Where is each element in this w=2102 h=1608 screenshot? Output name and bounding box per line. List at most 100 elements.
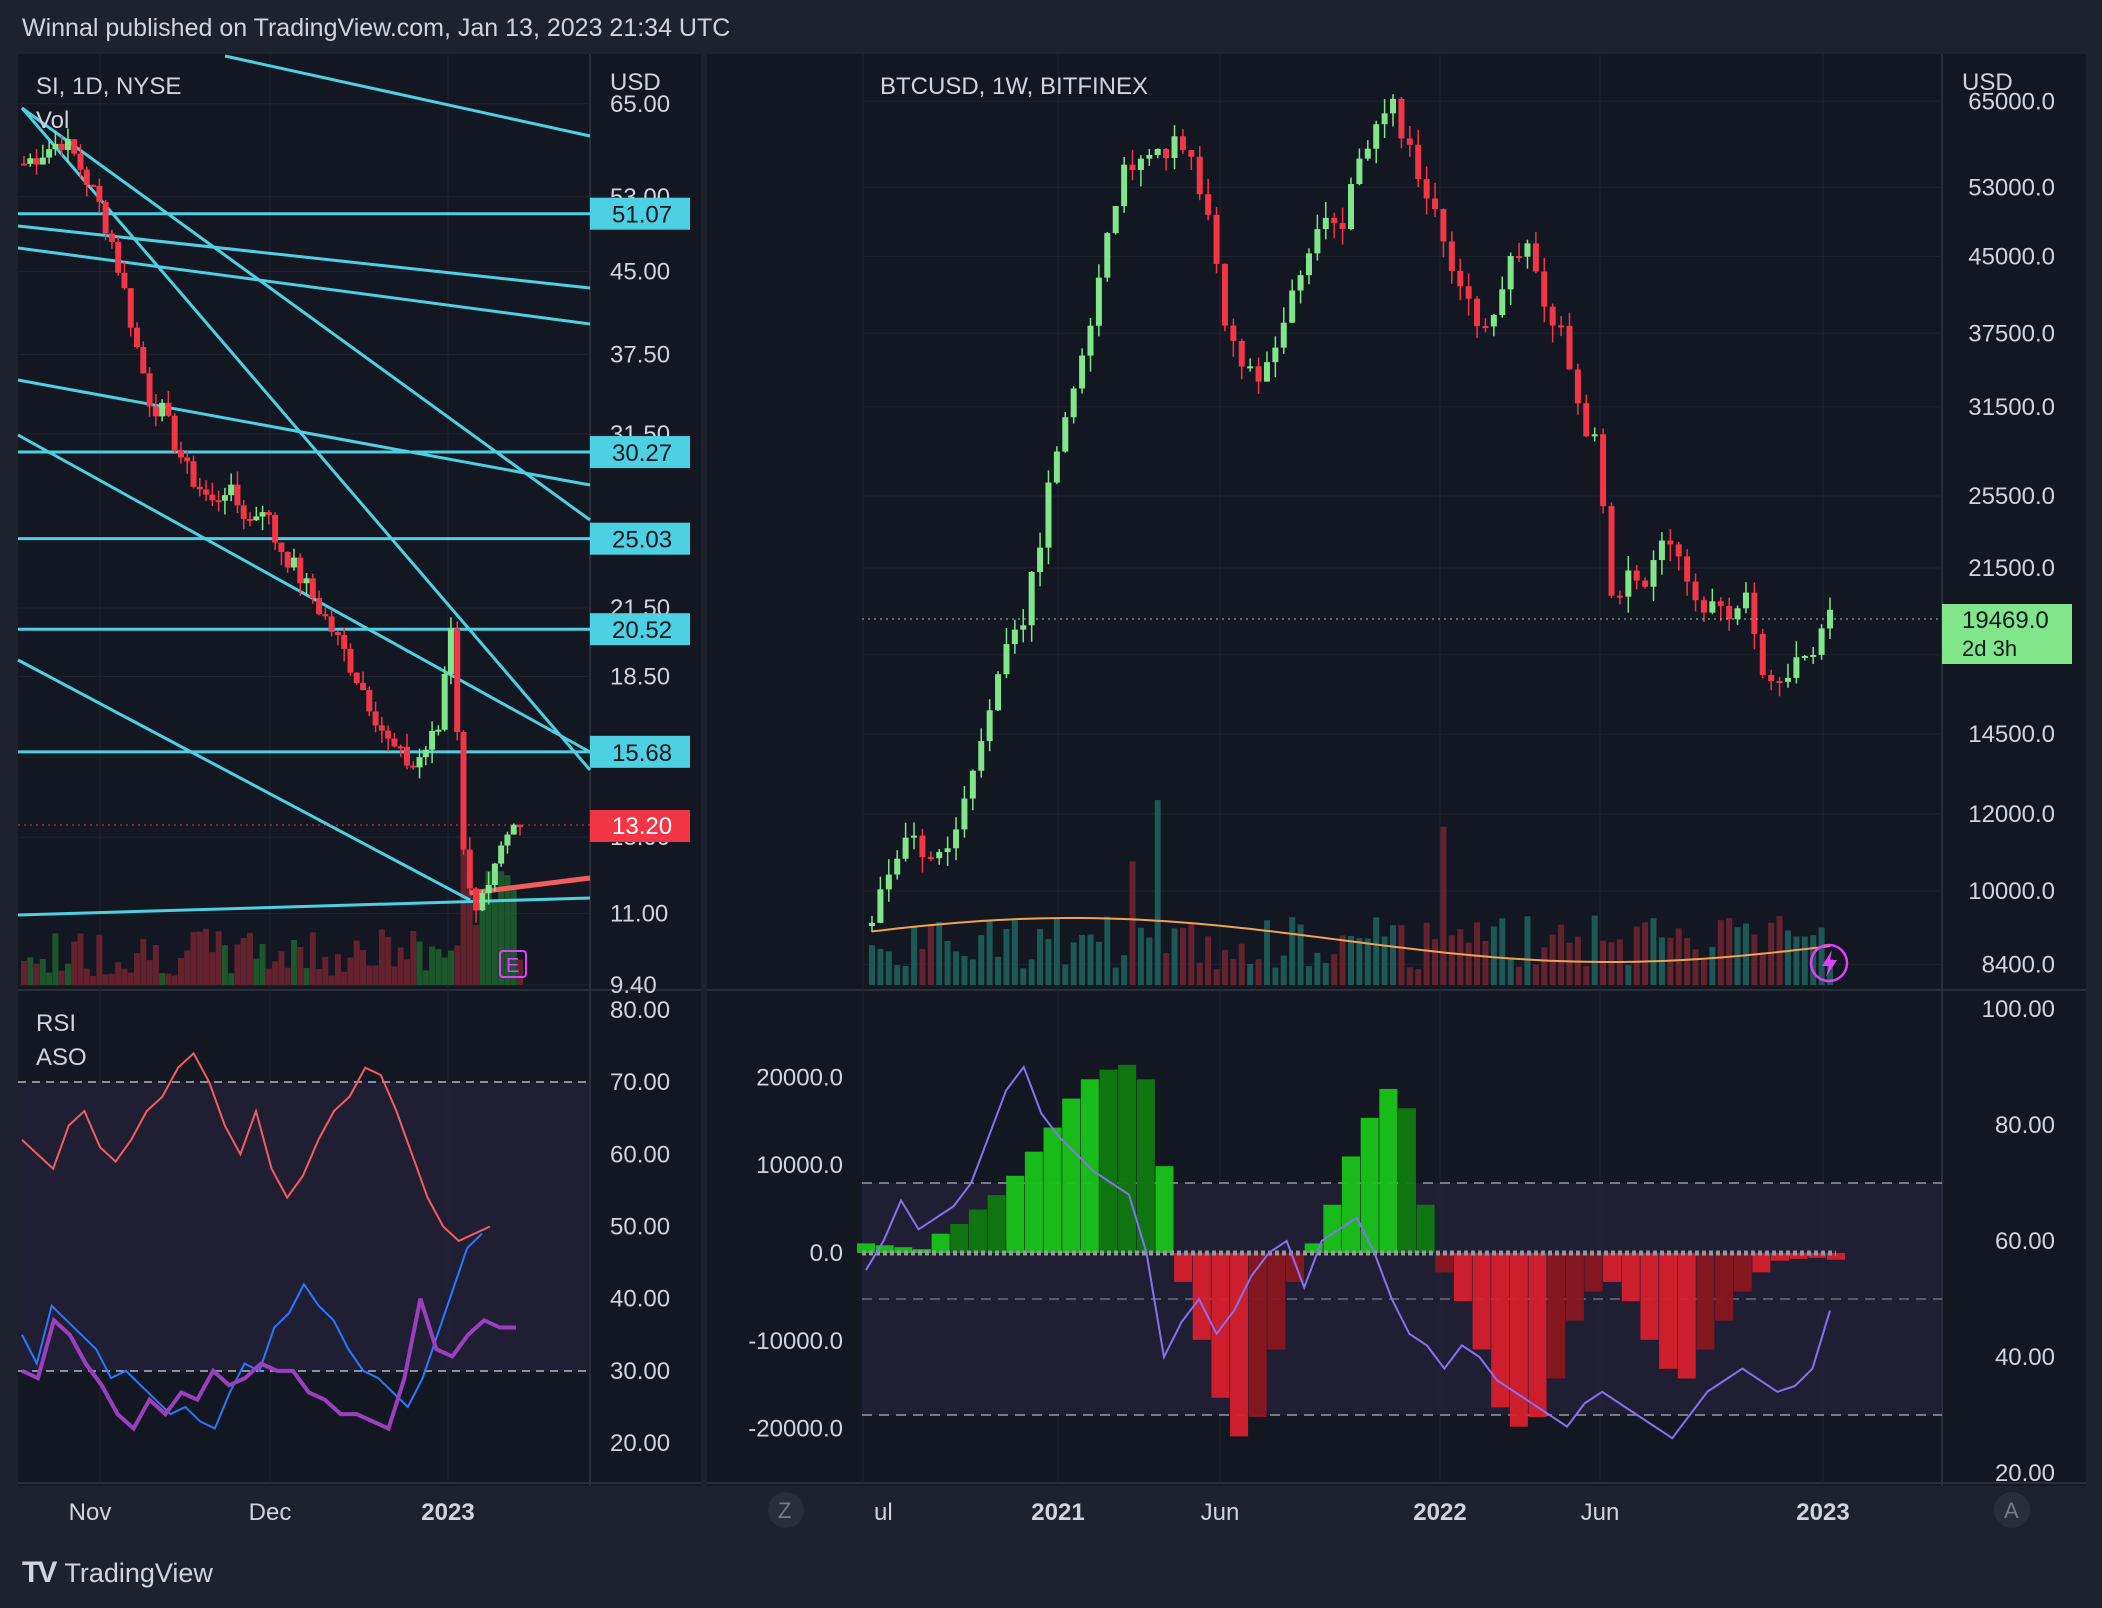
right-candle-body (1255, 366, 1262, 382)
right-volume-bar (1272, 967, 1279, 985)
left-candle-body (121, 272, 128, 289)
osc-right-tick: 40.00 (1995, 1344, 2055, 1371)
right-candle-body (1448, 241, 1455, 271)
left-volume-bar (491, 901, 498, 985)
right-symbol-label: BTCUSD, 1W, BITFINEX (880, 73, 1148, 100)
earnings-badge[interactable] (499, 950, 527, 978)
left-candle-body (190, 461, 197, 487)
left-volume-bar (71, 941, 78, 985)
right-volume-bar (1432, 939, 1439, 985)
left-volume-bar (498, 871, 505, 985)
right-volume-bar (1793, 936, 1800, 985)
left-time-axis: Nov Dec 2023 (69, 1499, 475, 1526)
left-volume-bar (46, 972, 53, 985)
osc-histogram-bar (1584, 1253, 1603, 1292)
right-candle-body (1146, 154, 1153, 159)
right-candle-body (902, 837, 909, 859)
left-candle-body (347, 648, 354, 673)
left-last-price-badge (590, 810, 690, 842)
rsi-band-fill (18, 1082, 590, 1371)
osc-left-tick: -10000.0 (748, 1328, 843, 1355)
tradingview-wordmark[interactable]: TradingView (64, 1557, 213, 1588)
right-candle-body (1137, 158, 1144, 170)
right-volume-bar (944, 940, 951, 985)
right-volume-bar (1205, 936, 1212, 985)
tradingview-logo[interactable]: TV (22, 1556, 57, 1589)
aso-bear-line (21, 1298, 516, 1432)
diagonal-trendline (17, 433, 591, 754)
left-price-pane: SI, 1D, NYSE Vol USD 65.0053.0045.0037.5… (17, 54, 690, 1483)
right-candle-body (1507, 256, 1514, 290)
left-volume-bar (397, 947, 404, 985)
right-candle-body (1348, 184, 1354, 229)
published-caption: Winnal published on TradingView.com, Jan… (22, 14, 731, 42)
right-candle-body (1037, 547, 1044, 572)
left-price-tick: 37.50 (610, 341, 670, 368)
right-candle-body (1532, 243, 1539, 272)
left-candle-body (247, 518, 254, 521)
left-volume-bar (146, 960, 153, 985)
right-volume-bar (1633, 926, 1640, 985)
right-candle-body (1322, 217, 1329, 230)
left-volume-bar (391, 966, 398, 985)
left-candle-body (284, 551, 291, 568)
right-volume-bar (1322, 962, 1329, 985)
alert-lightning-button[interactable] (1809, 943, 1849, 983)
osc-histogram-bar (1603, 1253, 1622, 1282)
right-candle-body (1297, 275, 1304, 291)
left-volume-bar (360, 950, 367, 985)
right-volume-bar (1482, 940, 1489, 985)
right-volume-bar (1171, 928, 1178, 985)
left-volume-bar (510, 888, 517, 985)
left-volume-bar (485, 870, 492, 985)
right-volume-bar (1137, 927, 1144, 985)
right-price-tick: 8400.0 (1982, 951, 2055, 978)
right-candle-body (1457, 270, 1464, 287)
left-volume-bar (83, 968, 90, 985)
osc-right-tick: 100.00 (1982, 996, 2055, 1023)
right-volume-bar (1692, 949, 1699, 985)
right-price-tick: 25500.0 (1968, 483, 2055, 510)
left-trendlines (17, 54, 592, 917)
right-volume-bar (911, 926, 918, 985)
left-volume-bar (240, 937, 247, 985)
right-candle-body (1163, 149, 1170, 159)
right-candle-body (1658, 540, 1665, 561)
left-volume-bar (152, 945, 159, 985)
left-candle-body (360, 682, 367, 691)
right-candle-body (1104, 233, 1111, 278)
right-volume-bar (1079, 934, 1086, 985)
left-candle-body (152, 406, 159, 417)
osc-histogram-bar (1043, 1127, 1062, 1253)
right-candle-body (1390, 98, 1397, 114)
right-candle-body (1406, 138, 1413, 145)
left-candle-body (259, 512, 266, 517)
left-candle-body (372, 711, 379, 726)
left-volume-bar (234, 944, 241, 985)
right-volume-bar (1221, 950, 1228, 985)
left-candles (21, 128, 523, 923)
right-volume-bar (1524, 916, 1531, 985)
right-candle-body (1196, 156, 1203, 195)
right-candle-body (1432, 198, 1439, 210)
osc-histogram-bar (1789, 1253, 1808, 1259)
scale-z-button[interactable] (768, 1492, 804, 1528)
left-candle-body (391, 738, 398, 747)
right-candle-body (1499, 289, 1506, 316)
left-volume-bar (378, 929, 385, 985)
rsi-label: RSI (36, 1010, 76, 1037)
right-candle-body (1692, 581, 1699, 601)
right-volume-bar (1684, 938, 1691, 985)
right-candle-body (1608, 506, 1615, 596)
right-volume-bar (1230, 959, 1237, 985)
right-volume-bar (1053, 918, 1060, 985)
left-volume-bar (460, 825, 467, 985)
volume-ma-line (871, 917, 1831, 963)
right-candle-body (1280, 322, 1287, 348)
left-candle-body (473, 888, 480, 911)
scale-auto-button[interactable] (1994, 1492, 2030, 1528)
right-candle-body (953, 829, 960, 849)
left-candle-body (460, 732, 467, 850)
level-badge-text: 25.03 (612, 527, 672, 554)
rsi-ticks: 80.00 70.00 60.00 50.00 40.00 30.00 20.00 (610, 997, 670, 1457)
